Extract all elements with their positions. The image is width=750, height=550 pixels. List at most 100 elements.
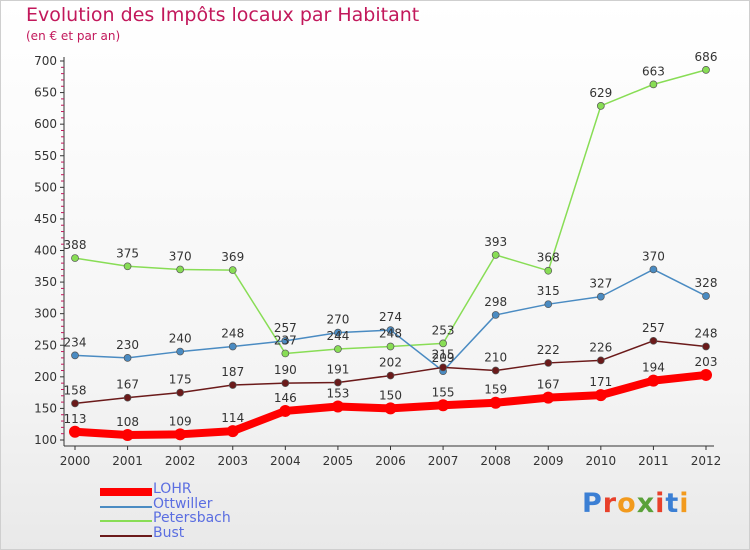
- data-label-bust: 202: [379, 356, 402, 370]
- legend-swatch: [100, 488, 152, 496]
- data-point-lohr: [489, 396, 502, 409]
- data-point-ottwiller: [702, 292, 710, 300]
- chart-title: Evolution des Impôts locaux par Habitant: [26, 4, 420, 26]
- data-point-petersbach: [439, 339, 447, 348]
- data-point-ottwiller: [176, 347, 185, 356]
- data-label-ottwiller: 315: [537, 284, 560, 298]
- data-label-bust: 187: [221, 365, 244, 379]
- data-point-lohr: [700, 368, 712, 381]
- x-tick-label: 2009: [533, 454, 564, 468]
- data-label-lohr: 153: [326, 387, 349, 401]
- data-point-bust: [596, 356, 605, 365]
- x-tick-label: 2008: [480, 454, 511, 468]
- data-point-ottwiller: [281, 336, 290, 345]
- data-point-bust: [702, 342, 710, 351]
- data-point-lohr: [331, 400, 344, 413]
- data-point-bust: [123, 393, 132, 402]
- data-point-lohr: [69, 425, 81, 438]
- data-point-ottwiller: [491, 311, 500, 319]
- data-label-bust: 191: [326, 363, 349, 377]
- chart-subtitle: (en € et par an): [26, 29, 121, 43]
- data-label-bust: 222: [537, 343, 560, 357]
- logo-letter: t: [665, 488, 680, 519]
- legend-label: Ottwiller: [153, 495, 213, 512]
- x-tick-label: 2007: [428, 454, 459, 468]
- data-point-petersbach: [334, 345, 342, 353]
- data-point-ottwiller: [71, 351, 79, 360]
- data-label-bust: 226: [589, 340, 612, 354]
- data-point-ottwiller: [649, 265, 658, 274]
- data-label-ottwiller: 209: [432, 351, 455, 365]
- data-point-bust: [281, 379, 290, 387]
- x-tick-label: 2000: [60, 454, 91, 468]
- x-tick-label: 2012: [691, 454, 722, 468]
- logo-letter: o: [617, 488, 637, 519]
- x-tick-label: 2011: [638, 454, 669, 468]
- logo-letter: i: [679, 488, 690, 519]
- data-point-bust: [544, 359, 553, 367]
- data-point-ottwiller: [228, 342, 237, 351]
- data-point-lohr: [174, 428, 187, 441]
- proxiti-logo: Proxiti: [582, 488, 690, 519]
- data-point-ottwiller: [544, 300, 553, 309]
- x-tick-label: 2001: [112, 454, 143, 468]
- data-point-bust: [228, 381, 237, 389]
- data-label-ottwiller: 230: [116, 338, 139, 352]
- data-label-petersbach: 663: [642, 64, 665, 78]
- logo-letter: r: [602, 488, 618, 519]
- data-point-bust: [71, 399, 79, 408]
- data-point-lohr: [542, 391, 555, 404]
- y-tick-label: 650: [34, 86, 57, 100]
- x-tick-label: 2006: [375, 454, 406, 468]
- data-label-lohr: 194: [642, 361, 665, 375]
- data-label-ottwiller: 328: [695, 276, 718, 290]
- data-point-petersbach: [596, 101, 605, 110]
- data-point-petersbach: [386, 342, 395, 351]
- y-tick-label: 400: [34, 244, 57, 258]
- data-point-bust: [386, 371, 395, 380]
- data-point-lohr: [594, 389, 607, 402]
- data-label-ottwiller: 298: [484, 295, 507, 309]
- logo-letter: P: [582, 488, 603, 519]
- data-point-petersbach: [123, 262, 132, 271]
- data-label-petersbach: 370: [169, 249, 192, 263]
- data-label-lohr: 114: [221, 411, 244, 425]
- data-point-petersbach: [649, 80, 658, 89]
- data-label-ottwiller: 274: [379, 310, 402, 324]
- data-label-lohr: 109: [169, 414, 192, 428]
- data-label-lohr: 113: [64, 412, 87, 426]
- legend-label: Petersbach: [153, 510, 231, 526]
- data-point-lohr: [437, 399, 450, 412]
- legend-swatch: [100, 520, 152, 522]
- legend-swatch: [100, 534, 152, 537]
- data-label-bust: 167: [116, 378, 139, 392]
- data-point-petersbach: [491, 251, 500, 259]
- y-tick-label: 600: [34, 117, 57, 131]
- data-label-lohr: 167: [537, 378, 560, 392]
- x-tick-label: 2002: [165, 454, 196, 468]
- data-label-petersbach: 369: [221, 250, 244, 264]
- data-label-ottwiller: 270: [326, 313, 349, 327]
- data-label-bust: 158: [64, 383, 87, 397]
- data-label-petersbach: 237: [274, 333, 297, 347]
- data-point-petersbach: [71, 254, 79, 262]
- data-label-petersbach: 375: [116, 246, 139, 260]
- data-label-lohr: 203: [695, 355, 718, 369]
- y-tick-label: 250: [34, 338, 57, 352]
- data-label-ottwiller: 248: [221, 327, 244, 341]
- data-label-petersbach: 244: [326, 329, 349, 343]
- data-point-bust: [649, 336, 658, 345]
- data-label-lohr: 171: [589, 375, 612, 389]
- data-point-ottwiller: [123, 354, 132, 362]
- legend-label: LOHR: [153, 481, 192, 497]
- data-label-ottwiller: 240: [169, 332, 192, 346]
- x-tick-label: 2010: [586, 454, 617, 468]
- data-point-petersbach: [544, 266, 553, 275]
- y-tick-label: 300: [34, 307, 57, 321]
- data-point-petersbach: [228, 266, 237, 274]
- data-point-lohr: [121, 428, 134, 441]
- data-label-bust: 190: [274, 363, 297, 377]
- data-label-petersbach: 629: [589, 86, 612, 100]
- data-label-petersbach: 686: [695, 50, 718, 64]
- data-label-lohr: 108: [116, 415, 139, 429]
